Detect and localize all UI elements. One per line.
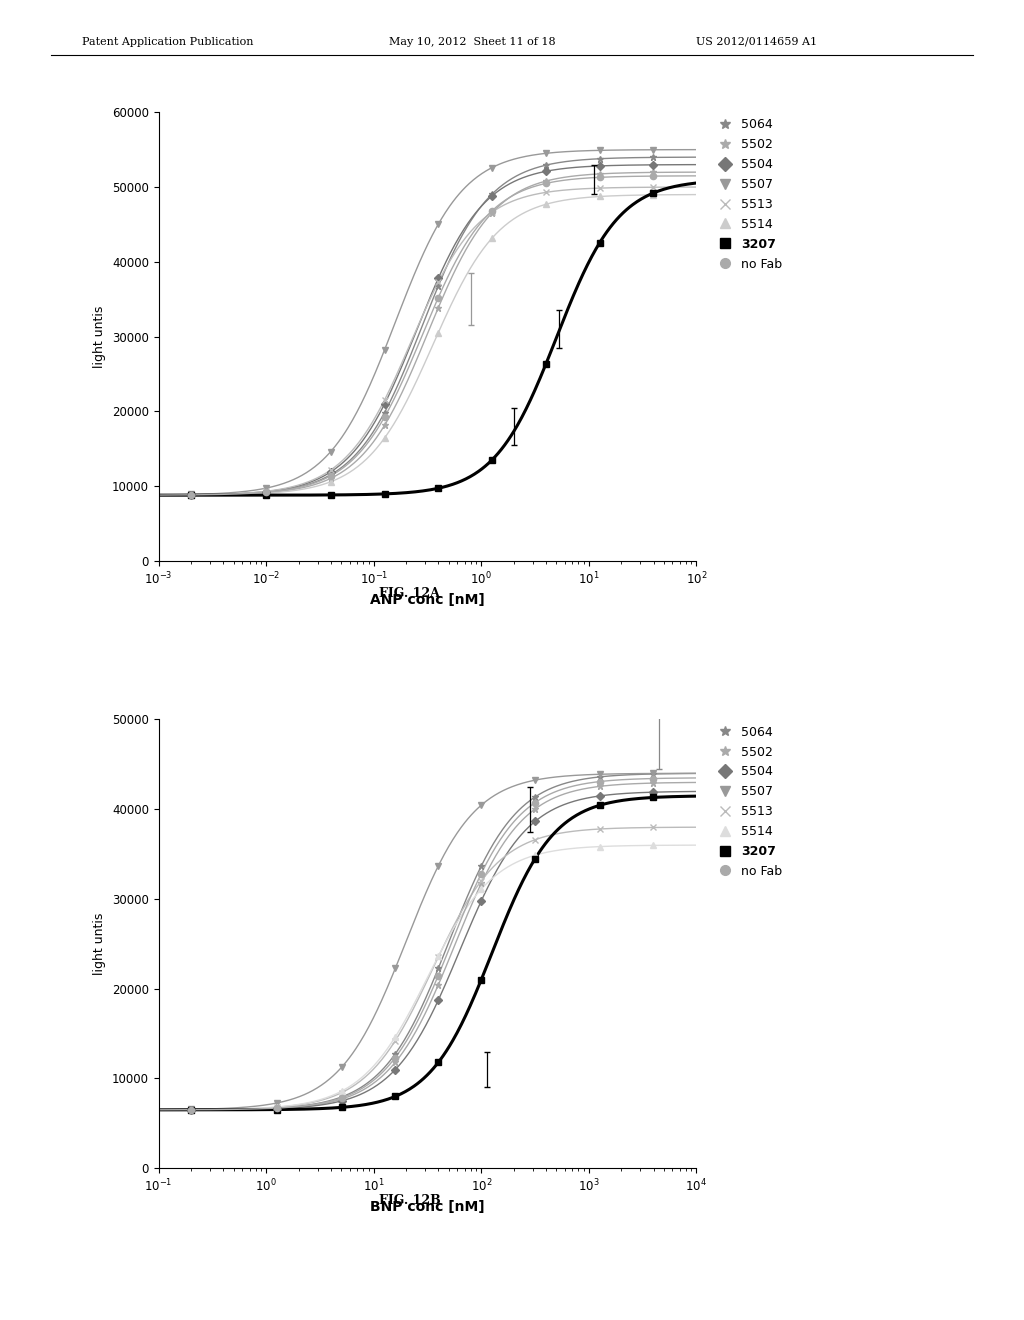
Text: FIG. 12A: FIG. 12A xyxy=(379,586,440,599)
X-axis label: ANP conc [nM]: ANP conc [nM] xyxy=(370,593,485,607)
Text: FIG. 12B: FIG. 12B xyxy=(379,1193,440,1206)
Legend: 5064, 5502, 5504, 5507, 5513, 5514, 3207, no Fab: 5064, 5502, 5504, 5507, 5513, 5514, 3207… xyxy=(719,726,782,878)
X-axis label: BNP conc [nM]: BNP conc [nM] xyxy=(371,1200,484,1214)
Text: US 2012/0114659 A1: US 2012/0114659 A1 xyxy=(696,37,817,48)
Text: Patent Application Publication: Patent Application Publication xyxy=(82,37,253,48)
Text: May 10, 2012  Sheet 11 of 18: May 10, 2012 Sheet 11 of 18 xyxy=(389,37,556,48)
Y-axis label: light untis: light untis xyxy=(93,305,106,368)
Legend: 5064, 5502, 5504, 5507, 5513, 5514, 3207, no Fab: 5064, 5502, 5504, 5507, 5513, 5514, 3207… xyxy=(719,119,782,271)
Y-axis label: light untis: light untis xyxy=(93,912,106,975)
